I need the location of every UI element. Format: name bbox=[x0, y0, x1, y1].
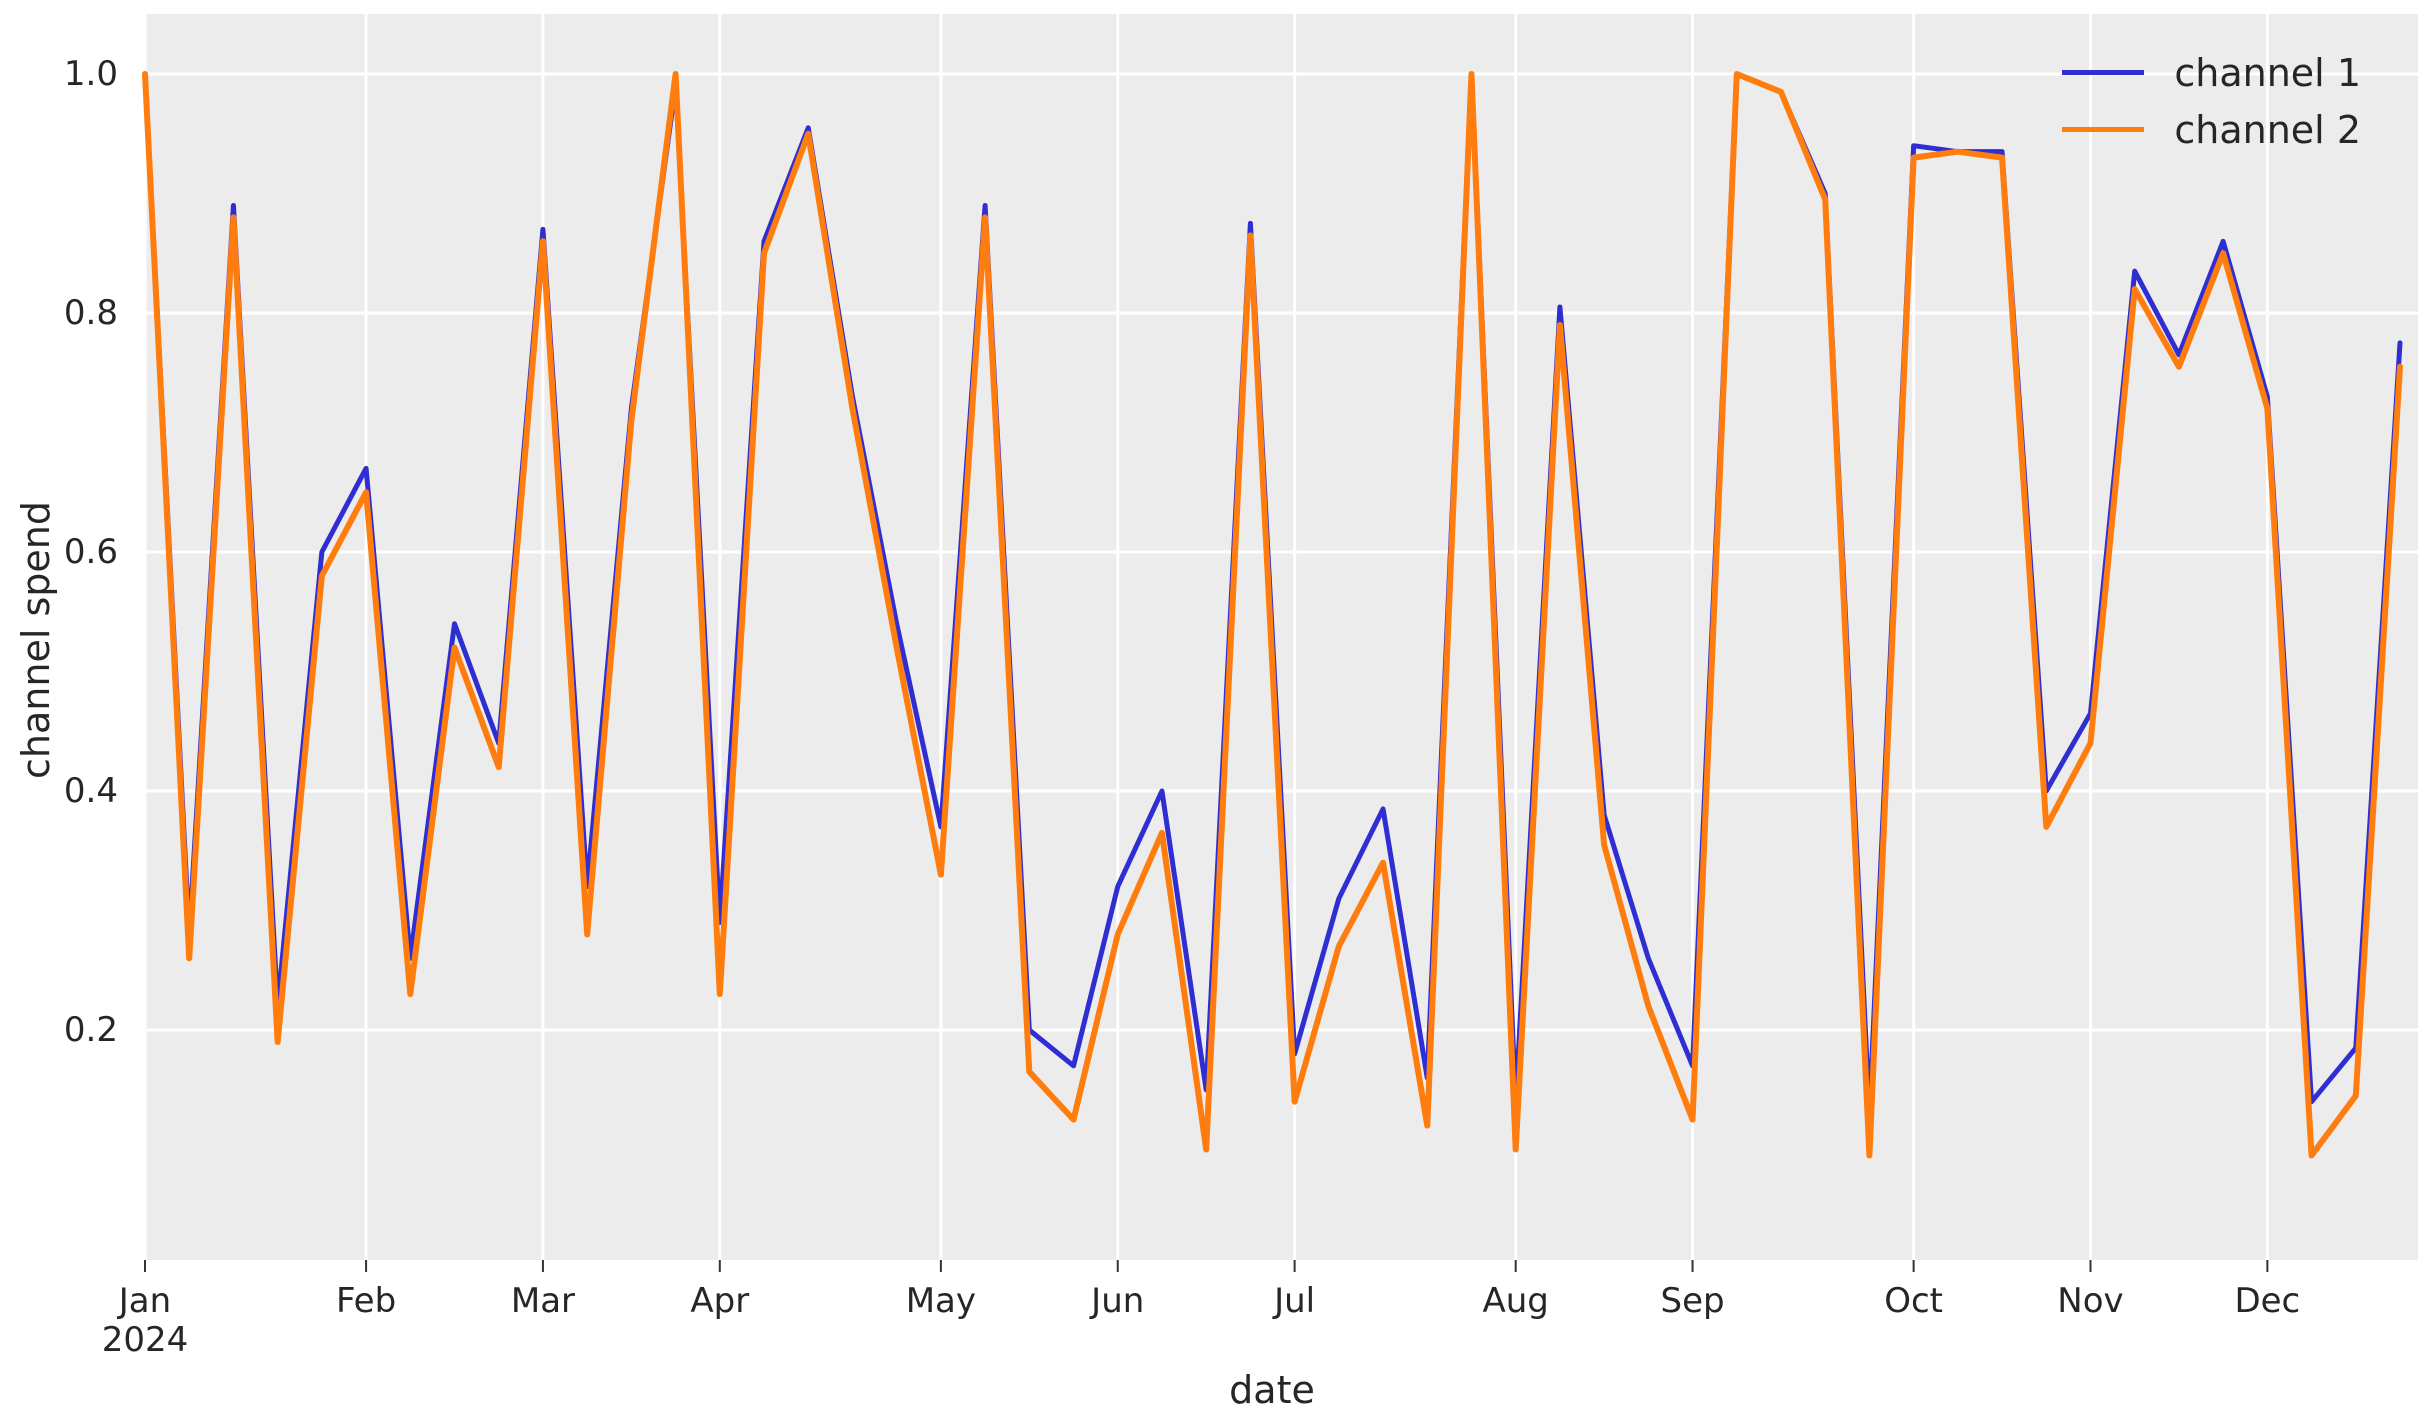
x-tick-label-nov: Nov bbox=[2057, 1281, 2124, 1321]
legend-label: channel 1 bbox=[2174, 50, 2361, 95]
series-line-2 bbox=[142, 71, 2403, 1159]
y-tick-label-0.6: 0.6 bbox=[63, 532, 118, 572]
legend: channel 1 channel 2 bbox=[2062, 44, 2361, 158]
legend-line-swatch bbox=[2062, 127, 2145, 132]
x-tick-label-jan: Jan 2024 bbox=[101, 1281, 189, 1361]
x-tick-label-jul: Jul bbox=[1274, 1281, 1316, 1321]
x-tick-label-dec: Dec bbox=[2234, 1281, 2301, 1321]
x-tick-label-apr: Apr bbox=[690, 1281, 750, 1321]
x-tick-label-aug: Aug bbox=[1482, 1281, 1549, 1321]
legend-line-swatch bbox=[2062, 70, 2145, 75]
legend-entry: channel 2 bbox=[2062, 101, 2361, 158]
x-tick-label-may: May bbox=[905, 1281, 977, 1321]
y-tick-label-0.2: 0.2 bbox=[63, 1010, 118, 1050]
x-tick-label-sep: Sep bbox=[1660, 1281, 1725, 1321]
y-axis-title: channel spend bbox=[14, 501, 58, 779]
x-tick-label-mar: Mar bbox=[510, 1281, 576, 1321]
x-tick-label-jun: Jun bbox=[1091, 1281, 1145, 1321]
y-tick-label-0.4: 0.4 bbox=[63, 771, 118, 811]
x-axis-title: date bbox=[1229, 1368, 1315, 1412]
y-tick-label-0.8: 0.8 bbox=[63, 293, 118, 333]
x-tick-label-feb: Feb bbox=[335, 1281, 397, 1321]
y-tick-label-1.0: 1.0 bbox=[63, 54, 118, 94]
plot-background bbox=[145, 14, 2418, 1260]
x-tick-label-oct: Oct bbox=[1884, 1281, 1944, 1321]
legend-label: channel 2 bbox=[2174, 107, 2361, 152]
legend-entry: channel 1 bbox=[2062, 44, 2361, 101]
